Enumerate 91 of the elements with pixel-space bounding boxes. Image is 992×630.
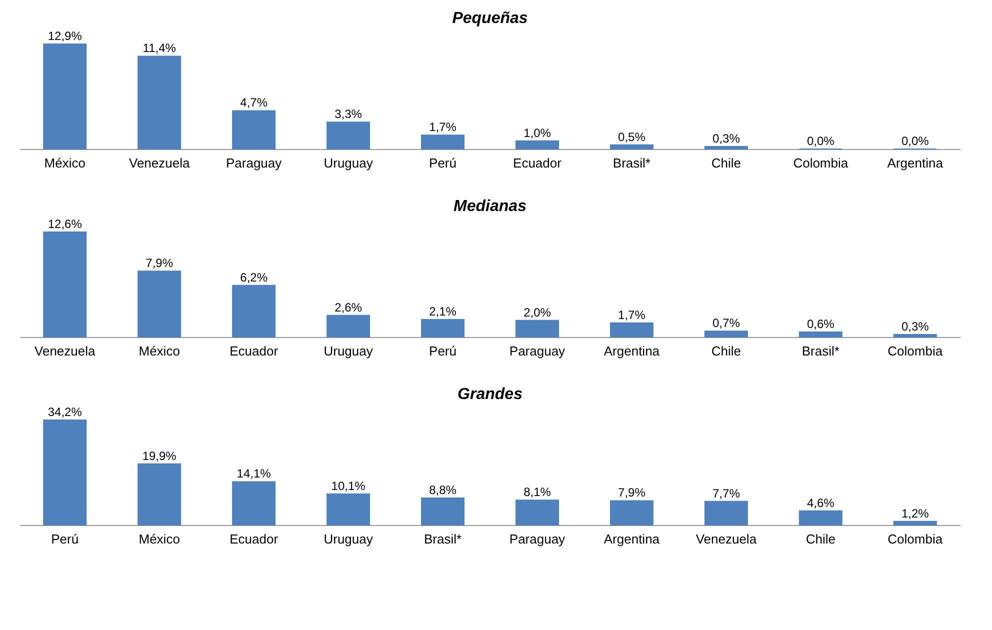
x-tick-label: Venezuela (34, 344, 96, 358)
data-label: 8,1% (524, 485, 552, 500)
data-label: 7,9% (618, 486, 646, 500)
x-tick-label: Colombia (888, 532, 944, 546)
data-label: 0,3% (901, 320, 930, 334)
bar (704, 146, 748, 150)
bar (326, 314, 370, 338)
bar (138, 56, 182, 150)
x-tick-label: Uruguay (324, 344, 374, 358)
data-label: 12,6% (48, 217, 82, 231)
data-label: 7,7% (712, 486, 740, 500)
data-label: 6,2% (240, 270, 268, 284)
data-label: 1,7% (618, 308, 646, 322)
data-label: 2,6% (334, 300, 362, 314)
x-tick-label: Paraguay (509, 532, 566, 546)
bar (798, 332, 842, 338)
x-tick-label: Ecuador (230, 532, 279, 546)
x-tick-label: Brasil* (612, 156, 650, 170)
data-label: 12,9% (48, 29, 82, 43)
x-tick-label: Perú (51, 532, 79, 546)
chart-title: Pequeñas (452, 10, 528, 27)
bar (704, 500, 748, 526)
data-label: 0,5% (618, 130, 646, 144)
bar (610, 322, 654, 338)
x-tick-label: Venezuela (696, 532, 758, 546)
data-label: 1,2% (901, 506, 930, 520)
x-tick-label: Uruguay (324, 156, 374, 170)
bar (326, 493, 370, 526)
bar (232, 481, 276, 526)
bar (515, 140, 559, 150)
bar (704, 330, 748, 338)
bar (326, 122, 370, 150)
bar (43, 44, 87, 150)
data-label: 2,0% (524, 305, 552, 320)
x-tick-label: México (138, 532, 180, 546)
x-tick-label: Ecuador (513, 156, 562, 170)
x-tick-label: Brasil* (424, 532, 462, 546)
data-label: 10,1% (331, 478, 366, 493)
x-tick-label: Chile (806, 532, 836, 546)
x-tick-label: Uruguay (324, 532, 374, 546)
data-label: 8,8% (429, 482, 457, 497)
bar (232, 284, 276, 338)
data-label: 0,6% (806, 317, 835, 331)
bar (43, 232, 87, 338)
x-tick-label: Venezuela (128, 156, 190, 170)
data-label: 2,1% (429, 304, 457, 318)
x-tick-label: Paraguay (226, 156, 282, 170)
data-label: 0,7% (712, 316, 740, 330)
data-label: 1,0% (524, 126, 552, 140)
x-tick-label: Chile (711, 344, 741, 358)
bar (610, 500, 654, 526)
x-tick-label: Brasil* (802, 344, 840, 358)
x-tick-label: Argentina (604, 344, 660, 358)
data-label: 1,7% (429, 120, 457, 134)
bar (893, 520, 937, 526)
bar (798, 510, 842, 526)
data-label: 0,0% (901, 134, 930, 148)
x-tick-label: Perú (429, 156, 456, 170)
bar (421, 497, 465, 526)
data-label: 3,3% (334, 107, 362, 122)
x-tick-label: Argentina (887, 156, 944, 170)
data-label: 34,2% (48, 405, 82, 419)
bar (515, 320, 559, 338)
bar (232, 110, 276, 150)
x-tick-label: Ecuador (230, 344, 279, 358)
data-label: 4,7% (240, 96, 268, 110)
x-tick-label: Paraguay (509, 344, 566, 358)
bar (421, 134, 465, 150)
bar (43, 420, 87, 526)
x-tick-label: Colombia (888, 344, 944, 358)
x-tick-label: Colombia (793, 156, 849, 170)
x-tick-label: México (44, 156, 86, 170)
data-label: 14,1% (236, 466, 272, 481)
data-label: 4,6% (806, 496, 835, 510)
bar (421, 319, 465, 338)
bar (138, 270, 182, 338)
data-label: 0,3% (712, 132, 740, 146)
chart-title: Medianas (454, 198, 527, 215)
data-label: 0,0% (806, 134, 835, 148)
x-tick-label: México (138, 344, 180, 358)
data-label: 11,4% (142, 41, 176, 56)
chart-title: Grandes (458, 386, 523, 403)
bar (893, 334, 937, 338)
x-tick-label: Chile (711, 156, 741, 170)
bar (138, 463, 182, 526)
bar (610, 144, 654, 150)
x-tick-label: Argentina (604, 532, 660, 546)
bar (515, 500, 559, 526)
x-tick-label: Perú (429, 344, 456, 358)
data-label: 7,9% (146, 256, 174, 270)
data-label: 19,9% (142, 448, 177, 463)
